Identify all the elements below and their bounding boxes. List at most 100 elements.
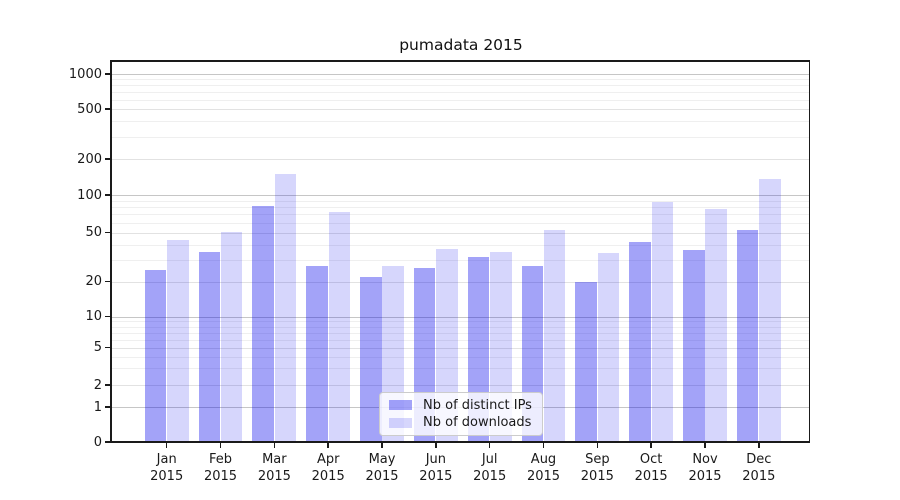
y-tick-label: 20: [85, 274, 102, 290]
x-tick-year: 2015: [580, 469, 614, 484]
x-tick-mark: [219, 443, 222, 448]
gridline-minor: [112, 99, 809, 101]
x-tick-year: 2015: [419, 469, 453, 484]
spine-top: [110, 60, 810, 62]
x-tick-year: 2015: [473, 469, 507, 484]
x-tick-year: 2015: [634, 469, 668, 484]
chart-title: pumadata 2015: [399, 36, 523, 54]
legend-entry-downloads: Nb of downloads: [389, 415, 533, 430]
gridline-labeled: [112, 109, 809, 110]
y-tick-mark: [105, 384, 110, 386]
bar-distinct-ips-sep: [575, 281, 597, 442]
gridline-minor: [112, 85, 809, 87]
y-tick-mark: [105, 346, 110, 349]
gridline-minor: [112, 339, 809, 341]
y-tick-label: 500: [77, 101, 102, 117]
x-tick-label-nov: Nov 2015: [675, 451, 735, 485]
x-tick-mark: [488, 443, 491, 448]
y-tick-mark: [105, 231, 110, 234]
y-tick-mark: [105, 158, 110, 160]
bar-distinct-ips-apr: [306, 265, 328, 442]
bar-downloads-feb: [220, 231, 243, 442]
bar-distinct-ips-may: [360, 276, 382, 442]
legend-label-distinct-ips: Nb of distinct IPs: [423, 397, 532, 413]
x-tick-mark: [758, 443, 760, 448]
bar-downloads-dec: [759, 179, 781, 442]
y-tick-label: 0: [93, 434, 102, 450]
x-tick-mark: [381, 443, 383, 448]
x-tick-label-oct: Oct 2015: [621, 451, 681, 485]
x-tick-mark: [435, 443, 437, 448]
y-tick-mark: [105, 406, 110, 408]
bar-downloads-oct: [651, 201, 674, 442]
bar-distinct-ips-oct: [629, 242, 651, 442]
gridline-minor: [112, 79, 809, 81]
x-tick-year: 2015: [203, 469, 238, 484]
x-tick-mark: [704, 443, 706, 448]
gridline-labeled: [112, 232, 809, 234]
x-tick-mark: [165, 443, 168, 448]
y-tick-mark: [105, 441, 110, 443]
x-tick-label-aug: Aug 2015: [514, 451, 574, 485]
x-tick-label-apr: Apr 2015: [298, 451, 358, 485]
x-tick-label-mar: Mar 2015: [244, 451, 304, 485]
y-tick-mark: [105, 108, 110, 110]
y-tick-label: 100: [77, 187, 102, 203]
gridline-minor: [112, 326, 809, 328]
bar-downloads-sep: [597, 253, 620, 442]
y-tick-mark: [105, 280, 110, 283]
gridline-minor: [112, 200, 809, 202]
y-tick-label: 5: [93, 340, 102, 356]
x-tick-label-jul: Jul 2015: [460, 451, 520, 485]
y-tick-label: 1000: [68, 66, 102, 82]
gridline-minor: [112, 244, 809, 246]
gridline-labeled: [112, 159, 809, 160]
y-tick-label: 50: [85, 225, 102, 241]
x-tick-year: 2015: [257, 469, 291, 484]
bar-downloads-apr: [328, 212, 351, 442]
x-tick-label-jan: Jan 2015: [137, 451, 197, 485]
x-tick-label-jun: Jun 2015: [406, 451, 466, 485]
x-tick-year: 2015: [150, 469, 184, 484]
y-tick-mark: [105, 194, 110, 196]
x-tick-mark: [650, 443, 652, 448]
bar-downloads-nov: [705, 209, 727, 442]
gridline-minor: [112, 136, 809, 138]
x-tick-label-feb: Feb 2015: [191, 451, 251, 485]
gridline-minor: [112, 214, 809, 216]
x-tick-year: 2015: [688, 469, 722, 484]
gridline-minor: [112, 92, 809, 93]
bar-distinct-ips-jan: [144, 269, 167, 442]
x-tick-mark: [596, 443, 599, 448]
gridline-minor: [112, 356, 809, 358]
legend-swatch-downloads: [389, 417, 412, 428]
spine-bottom: [110, 441, 810, 443]
plot-area: [112, 61, 809, 442]
legend-entry-distinct-ips: Nb of distinct IPs: [389, 398, 533, 413]
legend-label-downloads: Nb of downloads: [423, 415, 532, 431]
x-tick-year: 2015: [365, 469, 399, 484]
gridline-minor: [112, 222, 809, 224]
gridline-minor: [112, 332, 809, 334]
gridline-minor: [112, 368, 809, 370]
x-tick-year: 2015: [311, 469, 345, 484]
x-tick-label-may: May 2015: [352, 451, 412, 485]
x-tick-label-dec: Dec 2015: [729, 451, 789, 485]
bar-distinct-ips-feb: [198, 251, 221, 442]
y-tick-mark: [105, 73, 110, 75]
x-tick-mark: [542, 443, 545, 448]
gridline-minor: [112, 207, 809, 209]
bar-downloads-aug: [543, 229, 566, 442]
gridline-major: [112, 316, 809, 318]
legend: Nb of distinct IPs Nb of downloads: [379, 392, 543, 436]
x-tick-year: 2015: [742, 469, 776, 484]
bar-downloads-jan: [167, 239, 189, 442]
bar-downloads-mar: [274, 173, 297, 442]
x-tick-mark: [273, 443, 276, 448]
legend-swatch-distinct-ips: [389, 400, 412, 411]
x-tick-label-sep: Sep 2015: [567, 451, 627, 485]
y-tick-label: 200: [77, 151, 102, 167]
y-tick-label: 10: [85, 309, 102, 325]
spine-right: [808, 60, 811, 443]
